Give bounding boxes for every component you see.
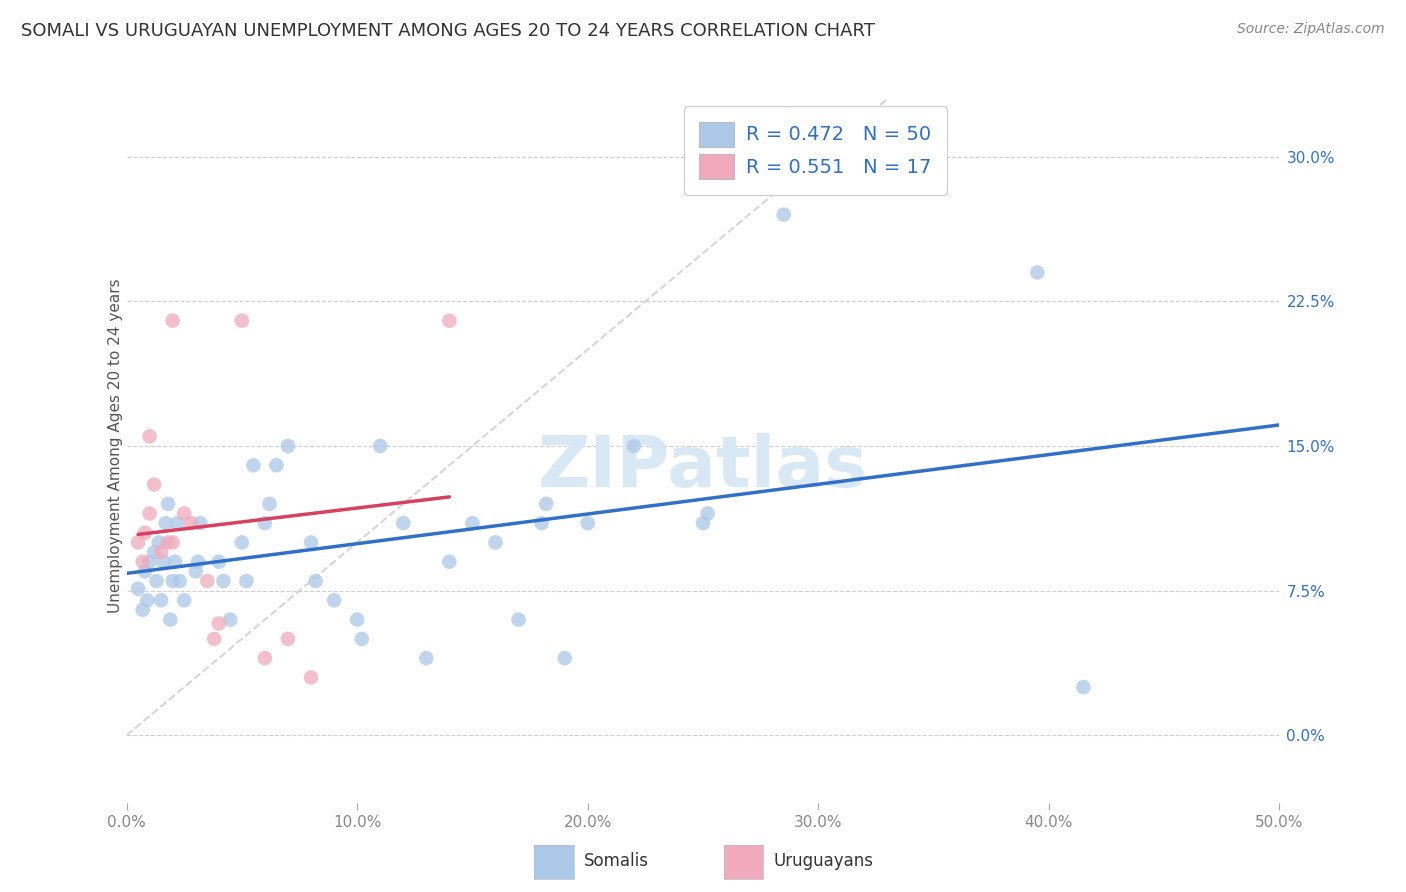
Point: [266, 458, 288, 473]
Point: [1026, 265, 1049, 279]
Point: [772, 208, 794, 222]
Point: [508, 613, 530, 627]
Text: Source: ZipAtlas.com: Source: ZipAtlas.com: [1237, 22, 1385, 37]
Point: [138, 555, 160, 569]
Point: [143, 477, 166, 491]
Point: [277, 439, 299, 453]
Point: [253, 516, 276, 530]
Point: [299, 670, 322, 684]
Point: [439, 555, 461, 569]
Point: [259, 497, 281, 511]
Point: [162, 574, 184, 588]
Point: [169, 574, 191, 588]
Point: [299, 535, 322, 549]
Point: [163, 555, 186, 569]
Point: [173, 593, 195, 607]
Point: [134, 525, 156, 540]
Point: [576, 516, 599, 530]
Point: [157, 535, 180, 549]
Point: [231, 535, 253, 549]
Point: [145, 574, 167, 588]
Point: [166, 516, 188, 530]
Point: [127, 535, 149, 549]
Legend: R = 0.472   N = 50, R = 0.551   N = 17: R = 0.472 N = 50, R = 0.551 N = 17: [683, 106, 946, 195]
Point: [253, 651, 276, 665]
Point: [235, 574, 257, 588]
Point: [150, 545, 173, 559]
Point: [277, 632, 299, 646]
Point: [304, 574, 326, 588]
Point: [180, 516, 202, 530]
Point: [127, 582, 149, 596]
Point: [323, 593, 346, 607]
Point: [157, 497, 180, 511]
Point: [554, 651, 576, 665]
Point: [208, 616, 231, 631]
Point: [242, 458, 264, 473]
Point: [162, 535, 184, 549]
Point: [184, 565, 207, 579]
Point: [138, 507, 160, 521]
Point: [415, 651, 437, 665]
Point: [484, 535, 506, 549]
Text: ZIPatlas: ZIPatlas: [538, 433, 868, 502]
Point: [368, 439, 391, 453]
Point: [173, 507, 195, 521]
Point: [623, 439, 645, 453]
Point: [195, 574, 218, 588]
Point: [187, 555, 209, 569]
Point: [231, 313, 253, 327]
Point: [148, 535, 170, 549]
Point: [159, 613, 181, 627]
Point: [461, 516, 484, 530]
Point: [219, 613, 242, 627]
Point: [212, 574, 235, 588]
Point: [350, 632, 373, 646]
Point: [138, 429, 160, 443]
Y-axis label: Unemployment Among Ages 20 to 24 years: Unemployment Among Ages 20 to 24 years: [108, 278, 122, 614]
Point: [696, 507, 718, 521]
Point: [131, 603, 153, 617]
Text: Somalis: Somalis: [583, 852, 648, 870]
Point: [208, 555, 231, 569]
Point: [131, 555, 153, 569]
Point: [392, 516, 415, 530]
Point: [162, 313, 184, 327]
Point: [155, 516, 177, 530]
Point: [134, 565, 156, 579]
Point: [188, 516, 211, 530]
Point: [152, 555, 174, 569]
Point: [202, 632, 225, 646]
Point: [530, 516, 553, 530]
Text: SOMALI VS URUGUAYAN UNEMPLOYMENT AMONG AGES 20 TO 24 YEARS CORRELATION CHART: SOMALI VS URUGUAYAN UNEMPLOYMENT AMONG A…: [21, 22, 875, 40]
Point: [136, 593, 159, 607]
Point: [534, 497, 557, 511]
Point: [150, 593, 173, 607]
Point: [692, 516, 714, 530]
Point: [1073, 680, 1095, 694]
Point: [439, 313, 461, 327]
Point: [346, 613, 368, 627]
Text: Uruguayans: Uruguayans: [773, 852, 873, 870]
Point: [143, 545, 166, 559]
